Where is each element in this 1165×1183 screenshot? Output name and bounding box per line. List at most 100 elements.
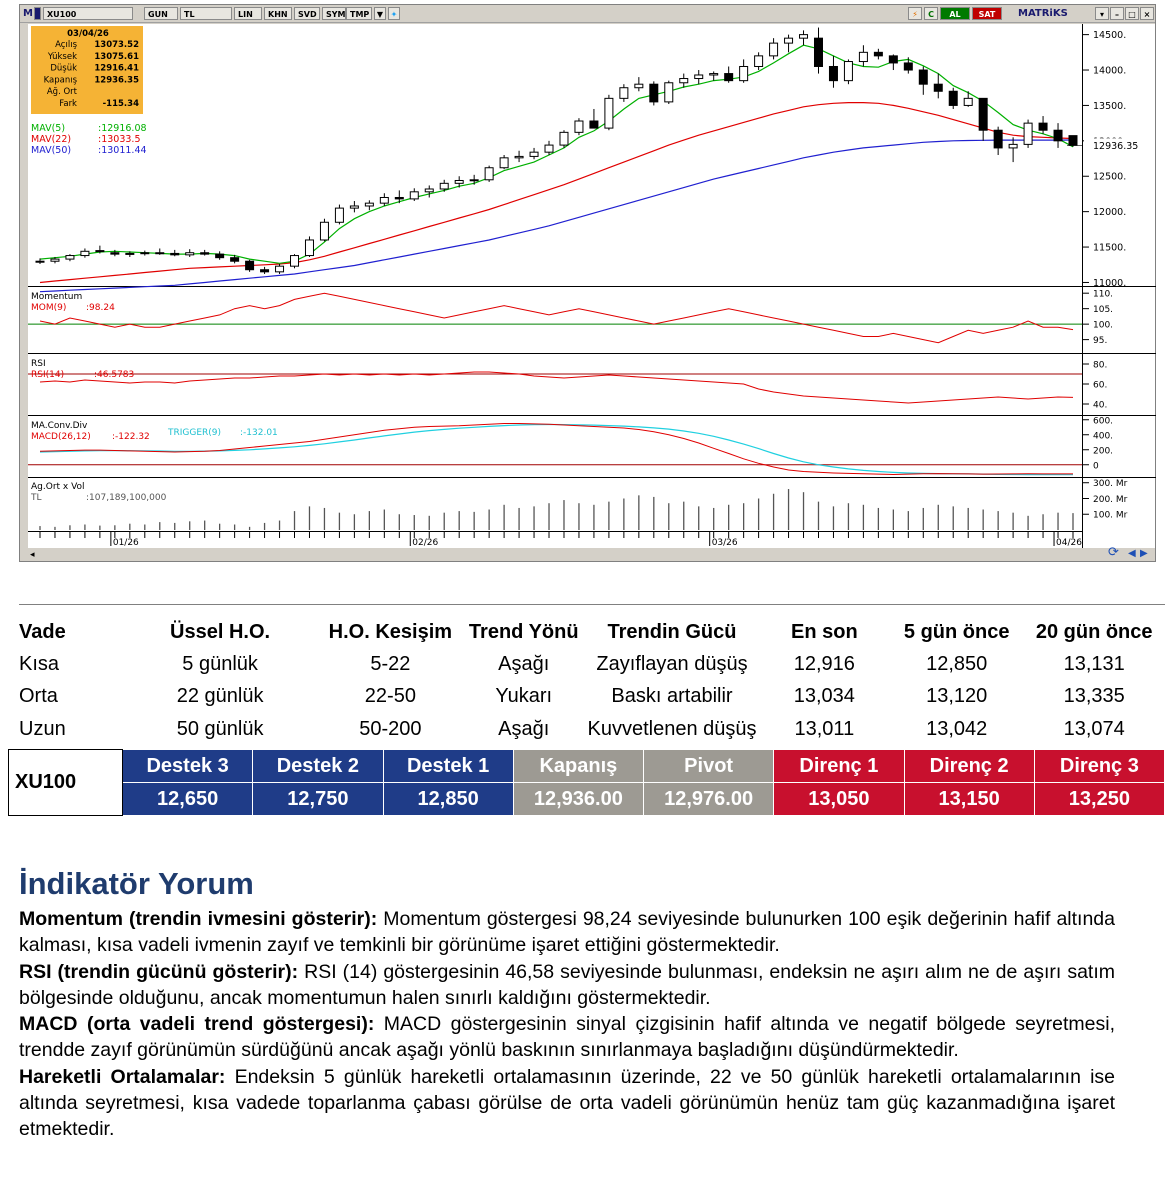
close-icon[interactable]: × — [1140, 7, 1154, 20]
candle-down — [110, 252, 120, 255]
chart-window: M XU100 GUN TL LIN KHN SVD SYM TMP ▼ ✦ ⚡… — [19, 4, 1156, 562]
plot-area[interactable]: 03/04/26 Açılış 13073.52 Yüksek 13075.61 Düşü… — [28, 24, 1082, 548]
candle-down — [200, 252, 210, 255]
trigger-label: TRIGGER(9) — [167, 428, 221, 438]
header-5-days: 5 gün önce — [903, 620, 1010, 643]
momentum-tick-label: 105. — [1093, 305, 1113, 315]
commentary-macd: MACD (orta vadeli trend göstergesi): MAC… — [19, 1011, 1115, 1064]
momentum-tick-label: 100. — [1093, 321, 1113, 331]
lightning-icon[interactable]: ⚡ — [908, 7, 922, 20]
maximize-icon[interactable]: □ — [1125, 7, 1139, 20]
mav-legend-value: :13033.5 — [98, 134, 141, 145]
candle-button[interactable]: KHN — [264, 7, 292, 20]
table-row: Orta 22 günlük 22-50 Yukarı Baskı artabi… — [19, 681, 1165, 714]
candle-down — [724, 73, 734, 82]
header-latest: En son — [791, 620, 858, 643]
candle-up — [454, 179, 464, 184]
cell-term: Orta — [19, 685, 58, 708]
candle-down — [903, 62, 913, 71]
last-price-box — [1084, 138, 1155, 153]
macd-tick-label: 200. — [1093, 446, 1113, 456]
candle-up — [334, 207, 344, 223]
mav22-line — [39, 101, 1074, 284]
symbol-button[interactable]: SYM — [322, 7, 346, 20]
commentary-heading: MACD (orta vadeli trend göstergesi): — [19, 1013, 375, 1036]
volume-button[interactable]: SVD — [294, 7, 320, 20]
candle-down — [245, 260, 255, 271]
cell-20-days: 13,074 — [1063, 717, 1125, 740]
mav50-line — [39, 139, 1074, 293]
sell-button[interactable]: SAT — [972, 7, 1002, 20]
cell-direction: Aşağı — [498, 652, 550, 675]
cell-ema: 22 günlük — [176, 685, 264, 708]
sync-icon[interactable]: ⟳ — [1108, 544, 1119, 559]
commentary-moving-averages: Hareketli Ortalamalar: Endeksin 5 günlük… — [19, 1064, 1115, 1143]
support-2-value: 12,750 — [252, 782, 384, 816]
candle-up — [963, 97, 973, 106]
cell-cross: 22-50 — [364, 685, 416, 708]
pivot-value: 12,976.00 — [642, 782, 775, 816]
info-value: 13073.52 — [94, 40, 139, 50]
dropdown-arrow-icon[interactable]: ▼ — [374, 7, 386, 20]
cell-strength: Zayıflayan düşüş — [596, 652, 748, 675]
price-tick-label: 14000. — [1093, 66, 1126, 77]
header-vade: Vade — [19, 620, 66, 643]
candle-down — [170, 252, 180, 256]
table-row: Kısa 5 günlük 5-22 Aşağı Zayıflayan düşü… — [19, 648, 1165, 681]
volume-tick-label: 300. Mr — [1093, 479, 1128, 489]
candle-up — [679, 78, 689, 84]
date-label: 04/26 — [1056, 538, 1082, 548]
chart-scrollbar[interactable]: ◂ ⟳ ◀ ▶ — [28, 544, 1155, 561]
momentum-label: MOM(9) — [31, 303, 66, 313]
macd-label: MACD(26,12) — [31, 432, 91, 442]
info-label: Kapanış — [44, 75, 78, 85]
minimize-icon[interactable]: – — [1110, 7, 1124, 20]
header-ema: Üssel H.O. — [170, 620, 271, 643]
candle-up — [35, 260, 45, 263]
cell-5-days: 12,850 — [926, 652, 988, 675]
twitter-icon[interactable]: ✦ — [388, 7, 400, 20]
candle-down — [1038, 122, 1048, 131]
candle-up — [769, 42, 779, 57]
template-button[interactable]: TMP — [346, 7, 372, 20]
commentary-text: RSI (14) göstergesinin 46,58 seviyesinde… — [19, 960, 1115, 1009]
candle-up — [559, 131, 569, 146]
candle-up — [1008, 143, 1018, 149]
support-2-label: Destek 2 — [252, 749, 384, 783]
commentary-heading: Hareketli Ortalamalar: — [19, 1065, 226, 1088]
candle-up — [65, 255, 75, 260]
candle-up — [125, 252, 135, 255]
buy-button[interactable]: AL — [940, 7, 970, 20]
commentary-text: MACD göstergesinin sinyal çizgisinin haf… — [19, 1013, 1115, 1062]
mav-legend-label: MAV(5) — [31, 123, 65, 134]
scroll-left-icon[interactable]: ◂ — [30, 549, 35, 559]
candle-up — [664, 82, 674, 103]
info-label: Açılış — [55, 40, 77, 50]
candle-up — [95, 250, 105, 253]
cell-strength: Baskı artabilir — [611, 685, 733, 708]
momentum-tick-label: 110. — [1093, 290, 1113, 300]
currency-button[interactable]: TL — [180, 7, 232, 20]
linear-button[interactable]: LIN — [234, 7, 262, 20]
resistance-2-value: 13,150 — [903, 782, 1035, 816]
date-label: 01/26 — [113, 538, 139, 548]
candle-up — [529, 151, 539, 157]
mav-legend-label: MAV(22) — [31, 134, 71, 145]
window-menu-icon[interactable]: ▾ — [1095, 7, 1109, 20]
refresh-c-button[interactable]: C — [924, 7, 938, 20]
resistance-1-label: Direnç 1 — [773, 749, 905, 783]
scroll-forward-icon[interactable]: ▶ — [1140, 548, 1148, 559]
symbol-selector[interactable]: XU100 — [43, 7, 133, 20]
candle-down — [888, 55, 898, 64]
candle-down — [394, 196, 404, 200]
period-button[interactable]: GUN — [144, 7, 178, 20]
mav-legend-label: MAV(50) — [31, 145, 71, 156]
candle-up — [784, 37, 794, 44]
candle-down — [873, 51, 883, 57]
resistance-3-label: Direnç 3 — [1033, 749, 1165, 783]
scroll-back-icon[interactable]: ◀ — [1128, 548, 1136, 559]
candle-up — [50, 258, 60, 262]
header-cross: H.O. Kesişim — [328, 620, 453, 643]
